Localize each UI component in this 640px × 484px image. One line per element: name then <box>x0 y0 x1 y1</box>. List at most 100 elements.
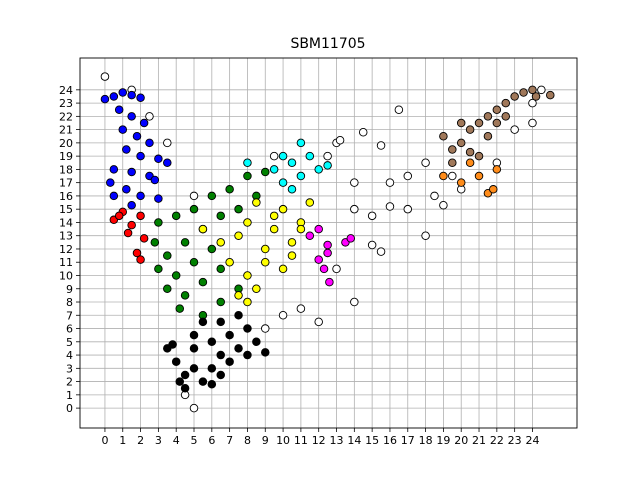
point <box>139 118 149 128</box>
point <box>528 118 537 128</box>
point <box>448 145 457 154</box>
y-tick-label: 7 <box>66 309 73 322</box>
point <box>314 165 323 174</box>
point <box>296 138 306 148</box>
point <box>261 244 270 254</box>
point <box>296 171 306 181</box>
point <box>456 138 466 148</box>
point <box>127 220 136 230</box>
x-tick-label: 8 <box>244 434 251 447</box>
point <box>189 204 199 214</box>
y-tick-label: 0 <box>66 402 73 415</box>
point <box>189 403 199 413</box>
x-tick-label: 0 <box>101 434 108 447</box>
point <box>350 178 359 187</box>
point <box>465 158 475 168</box>
point <box>154 194 163 203</box>
point <box>261 348 270 357</box>
y-tick-label: 6 <box>66 323 73 336</box>
x-tick-label: 23 <box>508 434 522 447</box>
point <box>171 211 181 221</box>
point <box>519 88 528 97</box>
point <box>168 340 177 349</box>
point <box>122 145 131 154</box>
point <box>376 247 386 256</box>
point <box>122 185 131 194</box>
x-tick-label: 11 <box>294 434 308 447</box>
point <box>189 330 199 340</box>
point <box>234 291 243 300</box>
point <box>252 198 261 207</box>
y-tick-label: 22 <box>59 110 73 123</box>
y-tick-label: 21 <box>59 124 73 137</box>
point <box>225 257 234 267</box>
point <box>252 337 261 347</box>
point <box>109 165 119 174</box>
point <box>100 94 110 104</box>
point <box>546 90 555 100</box>
point <box>528 85 537 95</box>
point <box>528 98 537 108</box>
point <box>358 128 368 137</box>
x-tick-label: 18 <box>419 434 433 447</box>
point <box>145 112 154 121</box>
point <box>163 158 172 168</box>
y-tick-label: 20 <box>59 137 73 150</box>
point <box>439 171 448 181</box>
point <box>243 324 252 333</box>
point <box>198 277 208 287</box>
point <box>216 211 225 221</box>
point <box>269 165 279 174</box>
point <box>385 178 395 187</box>
point <box>319 264 329 274</box>
point <box>243 158 252 168</box>
point <box>261 324 270 333</box>
point <box>325 277 334 287</box>
point <box>278 264 288 274</box>
point <box>456 118 466 128</box>
point <box>465 147 475 157</box>
point <box>118 125 128 134</box>
point <box>136 93 145 103</box>
point <box>127 200 136 210</box>
point <box>150 238 160 247</box>
x-tick-label: 20 <box>454 434 468 447</box>
point <box>180 383 190 393</box>
point <box>314 317 323 327</box>
point <box>501 98 510 108</box>
point <box>269 151 279 161</box>
x-tick-label: 4 <box>173 434 180 447</box>
point <box>531 92 541 101</box>
y-tick-label: 4 <box>66 349 73 362</box>
point <box>510 125 519 134</box>
point <box>287 251 297 260</box>
x-tick-label: 14 <box>347 434 361 447</box>
y-tick-label: 16 <box>59 190 73 203</box>
point <box>198 224 208 234</box>
y-tick-label: 10 <box>59 269 73 282</box>
point <box>421 231 430 240</box>
point <box>154 154 163 164</box>
point <box>180 370 190 380</box>
point <box>225 185 234 194</box>
point <box>180 238 190 247</box>
y-tick-label: 17 <box>59 177 73 190</box>
x-tick-label: 12 <box>312 434 326 447</box>
chart-title: SBM11705 <box>290 36 365 52</box>
point <box>332 264 341 274</box>
y-tick-label: 18 <box>59 163 73 176</box>
point <box>474 151 484 161</box>
x-tick-label: 19 <box>436 434 450 447</box>
point <box>243 297 252 307</box>
point <box>127 90 136 100</box>
x-tick-label: 22 <box>490 434 504 447</box>
point <box>448 171 457 181</box>
point <box>323 151 332 161</box>
y-tick-label: 2 <box>66 376 73 389</box>
point <box>314 255 323 264</box>
point <box>501 112 510 121</box>
point <box>492 165 502 174</box>
point <box>150 175 160 185</box>
x-tick-label: 10 <box>276 434 290 447</box>
x-tick-label: 16 <box>383 434 397 447</box>
